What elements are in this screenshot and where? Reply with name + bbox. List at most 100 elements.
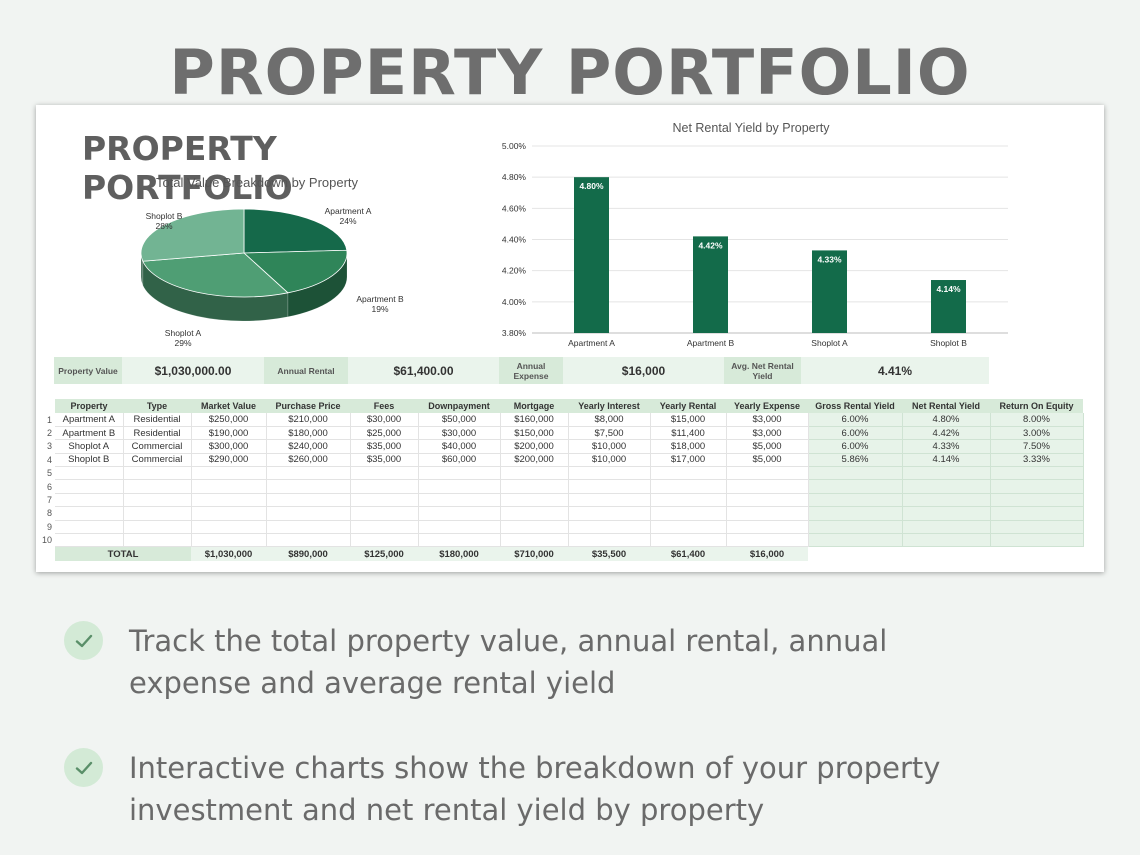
table-cell[interactable] [808, 466, 903, 481]
table-cell[interactable] [902, 479, 991, 494]
table-cell[interactable]: $3,000 [726, 426, 809, 441]
table-cell[interactable]: 6.00% [808, 426, 903, 441]
bar-chart[interactable]: 3.80% 4.00% 4.20% 4.40% 4.60% 4.80% 5.00% 4.80%… [476, 115, 1026, 355]
table-cell[interactable]: Apartment B [55, 426, 124, 441]
pie-slice[interactable] [140, 208, 245, 262]
table-cell[interactable]: $3,000 [726, 413, 809, 427]
table-cell[interactable] [500, 493, 569, 508]
table-cell[interactable] [418, 520, 501, 535]
table-cell[interactable]: $35,000 [350, 453, 419, 468]
table-cell[interactable] [191, 533, 267, 548]
table-cell[interactable] [990, 493, 1084, 508]
table-cell[interactable] [266, 493, 351, 508]
table-cell[interactable]: 8.00% [990, 413, 1084, 427]
table-cell[interactable] [808, 506, 903, 521]
table-cell[interactable] [650, 479, 727, 494]
table-cell[interactable] [191, 506, 267, 521]
table-cell[interactable] [990, 506, 1084, 521]
bar[interactable] [812, 250, 847, 333]
table-cell[interactable] [418, 493, 501, 508]
table-cell[interactable] [902, 466, 991, 481]
table-cell[interactable] [191, 479, 267, 494]
table-cell[interactable] [726, 493, 809, 508]
table-cell[interactable]: 4.14% [902, 453, 991, 468]
table-cell[interactable] [990, 466, 1084, 481]
table-cell[interactable]: 7.50% [990, 439, 1084, 454]
table-cell[interactable] [266, 533, 351, 548]
table-cell[interactable]: $260,000 [266, 453, 351, 468]
table-cell[interactable]: $290,000 [191, 453, 267, 468]
pie-slice[interactable] [243, 208, 348, 254]
table-cell[interactable] [350, 506, 419, 521]
table-cell[interactable] [902, 506, 991, 521]
table-cell[interactable] [191, 520, 267, 535]
table-cell[interactable]: $5,000 [726, 439, 809, 454]
table-cell[interactable] [808, 493, 903, 508]
table-cell[interactable] [902, 533, 991, 548]
table-cell[interactable]: $30,000 [350, 413, 419, 427]
table-cell[interactable] [902, 493, 991, 508]
table-cell[interactable] [123, 506, 192, 521]
table-cell[interactable]: $17,000 [650, 453, 727, 468]
table-cell[interactable] [808, 520, 903, 535]
table-cell[interactable]: $40,000 [418, 439, 501, 454]
table-cell[interactable]: $18,000 [650, 439, 727, 454]
table-cell[interactable] [55, 493, 124, 508]
table-cell[interactable] [902, 520, 991, 535]
table-cell[interactable] [123, 466, 192, 481]
table-cell[interactable]: $30,000 [418, 426, 501, 441]
table-cell[interactable]: $10,000 [568, 439, 651, 454]
table-cell[interactable]: Commercial [123, 453, 192, 468]
table-cell[interactable] [418, 533, 501, 548]
table-cell[interactable] [500, 533, 569, 548]
table-cell[interactable] [123, 493, 192, 508]
table-cell[interactable] [568, 533, 651, 548]
table-cell[interactable] [350, 520, 419, 535]
table-cell[interactable]: $25,000 [350, 426, 419, 441]
table-cell[interactable]: $190,000 [191, 426, 267, 441]
table-cell[interactable] [808, 533, 903, 548]
table-cell[interactable] [650, 506, 727, 521]
table-cell[interactable] [350, 493, 419, 508]
table-cell[interactable]: $210,000 [266, 413, 351, 427]
pie-chart[interactable] [126, 195, 376, 345]
table-cell[interactable] [350, 479, 419, 494]
table-cell[interactable]: $8,000 [568, 413, 651, 427]
table-cell[interactable]: $11,400 [650, 426, 727, 441]
table-cell[interactable]: 4.42% [902, 426, 991, 441]
table-cell[interactable] [808, 479, 903, 494]
table-cell[interactable]: 4.80% [902, 413, 991, 427]
table-cell[interactable] [726, 520, 809, 535]
table-cell[interactable] [500, 506, 569, 521]
table-cell[interactable] [266, 506, 351, 521]
table-cell[interactable] [650, 466, 727, 481]
table-cell[interactable] [418, 466, 501, 481]
table-cell[interactable] [55, 466, 124, 481]
table-cell[interactable]: $180,000 [266, 426, 351, 441]
table-cell[interactable]: 5.86% [808, 453, 903, 468]
table-cell[interactable] [123, 533, 192, 548]
table-cell[interactable] [123, 520, 192, 535]
table-cell[interactable] [650, 520, 727, 535]
table-cell[interactable] [500, 479, 569, 494]
table-cell[interactable] [350, 466, 419, 481]
table-cell[interactable]: $5,000 [726, 453, 809, 468]
table-cell[interactable] [568, 520, 651, 535]
table-cell[interactable] [191, 493, 267, 508]
table-cell[interactable] [418, 506, 501, 521]
table-cell[interactable] [55, 479, 124, 494]
table-cell[interactable]: $150,000 [500, 426, 569, 441]
table-cell[interactable]: 3.00% [990, 426, 1084, 441]
table-cell[interactable]: Residential [123, 413, 192, 427]
table-cell[interactable] [726, 479, 809, 494]
pie-slice[interactable] [242, 249, 348, 294]
table-cell[interactable] [726, 506, 809, 521]
table-cell[interactable]: Shoplot A [55, 439, 124, 454]
table-cell[interactable] [990, 479, 1084, 494]
table-cell[interactable]: 3.33% [990, 453, 1084, 468]
table-cell[interactable]: 6.00% [808, 439, 903, 454]
pie-slice[interactable] [142, 252, 289, 298]
table-cell[interactable] [266, 479, 351, 494]
table-cell[interactable]: $15,000 [650, 413, 727, 427]
table-cell[interactable]: $35,000 [350, 439, 419, 454]
